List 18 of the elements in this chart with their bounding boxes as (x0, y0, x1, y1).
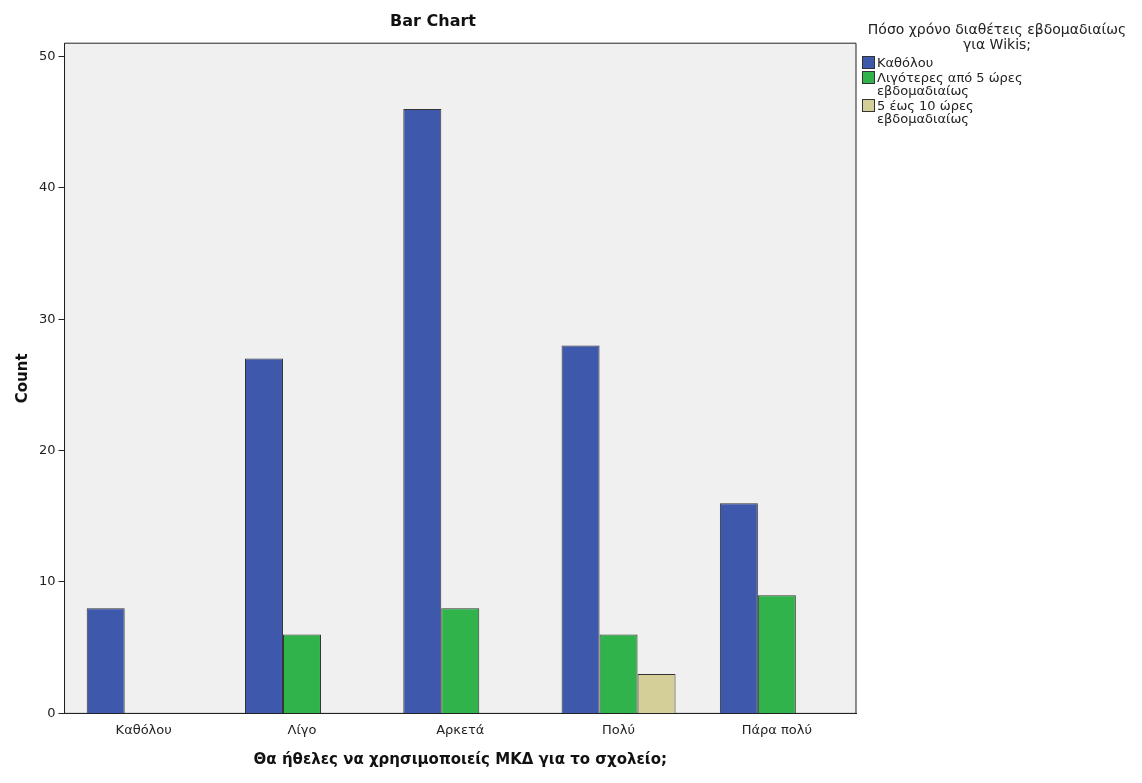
x-tick-label: Αρκετά (436, 721, 485, 737)
chart-title: Bar Chart (390, 10, 477, 30)
y-tick-label: 50 (39, 47, 56, 63)
legend-label: Καθόλου (877, 55, 934, 70)
x-tick-label: Καθόλου (115, 721, 172, 737)
y-tick-label: 0 (47, 704, 56, 720)
x-tick-label: Λίγο (287, 721, 317, 737)
y-tick-label: 30 (39, 310, 56, 326)
legend-label: Λιγότερες από 5 ώρες εβδομαδιαίως (877, 70, 1024, 98)
x-axis-title: Θα ήθελες να χρησιμοποιείς ΜΚΔ για το σχολείο; (253, 749, 667, 768)
x-tick-label: Πάρα πολύ (741, 721, 812, 737)
y-axis-title: Count (12, 353, 31, 404)
y-tick-label: 40 (39, 179, 56, 195)
y-tick-label: 20 (39, 441, 56, 457)
legend-label: 5 έως 10 ώρες εβδομαδιαίως (877, 98, 975, 126)
x-tick-label: Πολύ (602, 721, 636, 737)
legend-title: Πόσο χρόνο διαθέτεις εβδομαδιαίως για Wikis; (866, 21, 1128, 52)
y-tick-label: 10 (39, 573, 56, 589)
